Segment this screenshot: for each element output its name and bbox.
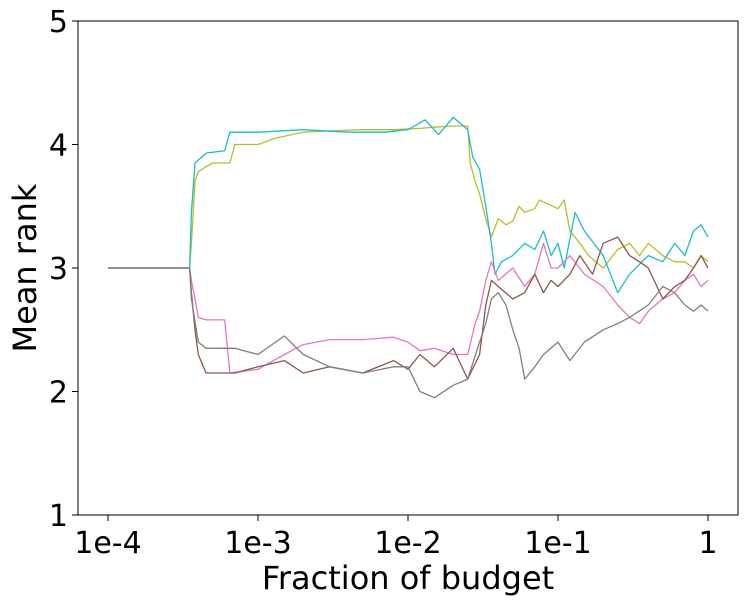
series-line-5 (108, 267, 709, 399)
x-axis: 1e-4 1e-3 1e-2 1e-1 1 (74, 515, 718, 561)
y-axis-label: Mean rank (6, 183, 44, 352)
plot-frame (77, 20, 739, 516)
x-tick-label: 1e-3 (224, 526, 291, 561)
series-line-1 (108, 125, 709, 269)
y-tick-label: 1 (49, 499, 68, 534)
x-tick-label: 1e-2 (374, 526, 441, 561)
series-line-2 (108, 116, 709, 294)
x-tick-label: 1 (698, 526, 717, 561)
x-axis-label: Fraction of budget (262, 559, 554, 597)
x-tick-label: 1e-4 (74, 526, 141, 561)
y-tick-label: 4 (49, 129, 68, 164)
series-layer (108, 116, 709, 399)
y-tick-label: 2 (49, 376, 68, 411)
y-axis: 1 2 3 4 5 (49, 5, 78, 534)
series-line-4 (108, 236, 709, 380)
y-tick-label: 3 (49, 252, 68, 287)
x-tick-label: 1e-1 (524, 526, 591, 561)
y-tick-label: 5 (49, 5, 68, 40)
